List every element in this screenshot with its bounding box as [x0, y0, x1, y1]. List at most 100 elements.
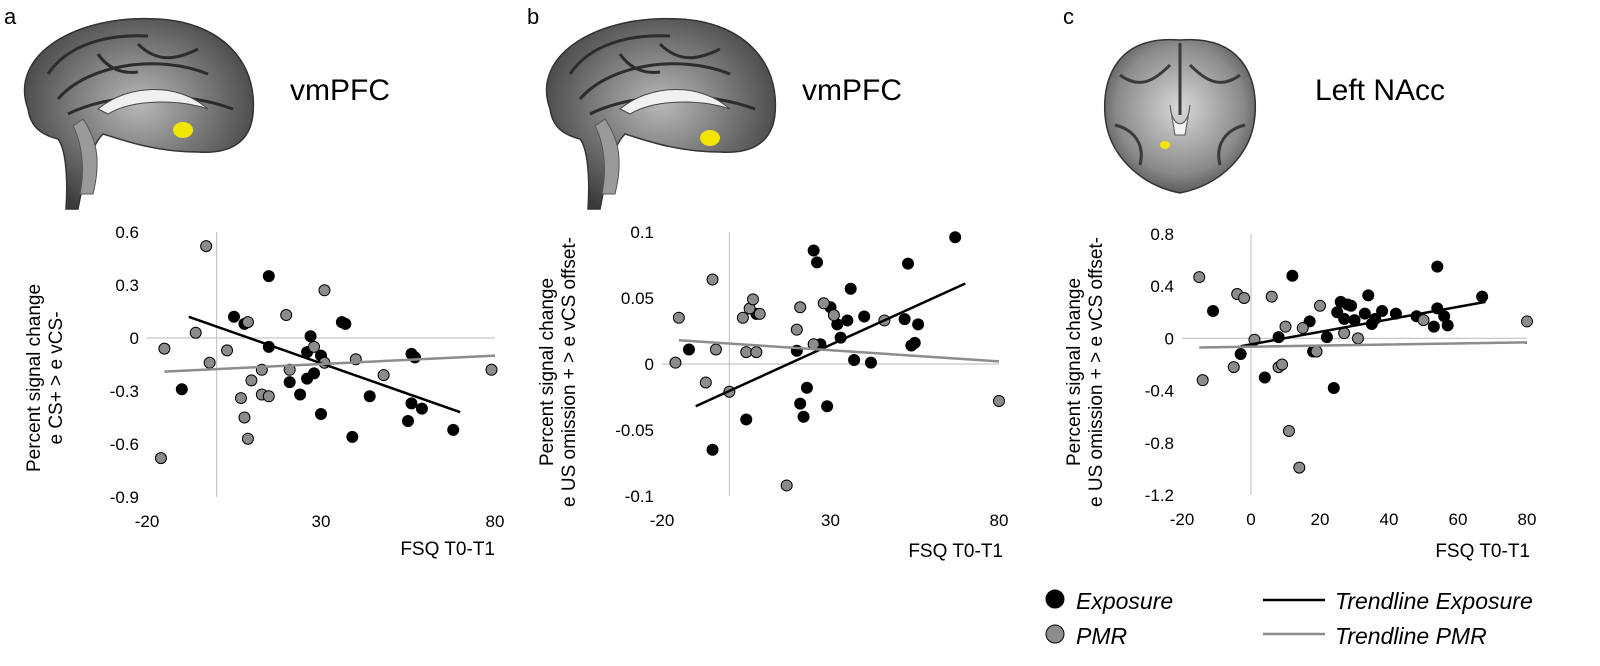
- y-axis-label-line: Percent signal change: [537, 278, 558, 466]
- scatter-plot: 0.1 0.05 0 -0.05 -0.1 -20 30 80: [615, 223, 1008, 530]
- exposure-point: [908, 336, 921, 349]
- pmr-point: [993, 394, 1005, 407]
- x-tick-label: 30: [312, 512, 331, 531]
- x-tick-label: 40: [1380, 510, 1399, 529]
- scatter-plot: 0.8 0.4 0 -0.4 -0.8 -1.2 -20 0 20 40 60 80: [1145, 225, 1537, 529]
- exposure-point: [1358, 307, 1371, 320]
- exposure-point: [841, 314, 854, 327]
- y-tick-label: -0.3: [110, 382, 139, 401]
- x-tick-label: 30: [821, 511, 840, 530]
- trendline-exposure: [695, 282, 966, 408]
- x-tick-label: -20: [1170, 510, 1195, 529]
- y-tick-label: 0.6: [115, 223, 139, 242]
- exposure-point: [405, 397, 418, 410]
- exposure-point: [228, 310, 240, 323]
- x-tick-label: -20: [135, 512, 160, 531]
- legend-trend-pmr-label: Trendline PMR: [1335, 623, 1487, 649]
- exposure-point: [447, 423, 460, 436]
- pmr-point: [1193, 271, 1206, 284]
- exposure-point: [1286, 269, 1299, 282]
- legend-exposure-marker: [1045, 589, 1065, 609]
- y-tick-label: 0.8: [1150, 225, 1174, 244]
- pmr-point: [262, 390, 275, 403]
- legend-pmr-label: PMR: [1076, 623, 1127, 649]
- trendline-pmr: [678, 338, 1000, 363]
- x-tick-label: -20: [650, 511, 675, 530]
- panel-letter: c: [1063, 4, 1074, 29]
- y-tick-label: -1.2: [1145, 486, 1174, 505]
- panel-letter: a: [4, 4, 17, 29]
- exposure-point: [1376, 304, 1389, 317]
- scatter-plot: 0.6 0.3 0 -0.3 -0.6 -0.9 -20 30 80: [110, 223, 505, 531]
- pmr-point: [308, 340, 321, 353]
- exposure-point: [1476, 290, 1489, 303]
- x-axis-label: FSQ T0-T1: [1435, 541, 1530, 562]
- exposure-point: [807, 244, 820, 257]
- pmr-point: [1238, 291, 1251, 304]
- exposure-point: [1441, 319, 1454, 332]
- exposure-point: [363, 390, 376, 403]
- legend-pmr-marker: [1045, 624, 1065, 644]
- y-tick-label: -0.9: [110, 488, 139, 507]
- pmr-point: [1282, 425, 1295, 438]
- exposure-point: [415, 402, 428, 415]
- exposure-point: [304, 330, 317, 343]
- pmr-point: [1310, 345, 1323, 358]
- exposure-point: [902, 257, 915, 270]
- x-tick-label: 0: [1246, 510, 1255, 529]
- pmr-point: [189, 326, 202, 339]
- y-tick-label: 0.4: [1150, 277, 1174, 296]
- pmr-point: [753, 307, 766, 320]
- x-tick-label: 80: [486, 512, 505, 531]
- exposure-point: [949, 231, 962, 244]
- exposure-point: [1431, 260, 1444, 273]
- trendline-exposure: [1240, 300, 1486, 348]
- pmr-point: [794, 301, 807, 314]
- panel-letter: b: [527, 4, 539, 29]
- pmr-point: [740, 346, 753, 359]
- pmr-point: [706, 273, 719, 286]
- exposure-point: [408, 351, 421, 364]
- exposure-point: [797, 410, 810, 423]
- exposure-point: [912, 318, 925, 331]
- y-axis-label: Percent signal change e CS+ > e vCS-: [24, 284, 67, 472]
- exposure-point: [402, 415, 414, 428]
- pmr-point: [241, 432, 254, 445]
- pmr-point: [241, 316, 254, 329]
- pmr-point: [318, 284, 331, 297]
- exposure-point: [821, 400, 834, 413]
- coronal-sulci: [1114, 43, 1246, 166]
- pmr-point: [234, 392, 247, 405]
- y-tick-label: -0.05: [615, 421, 654, 440]
- pmr-point: [1521, 315, 1533, 328]
- roi-highlight: [173, 122, 193, 138]
- ventricle-shape: [1169, 104, 1191, 136]
- y-axis-label-line: e CS+ > e vCS-: [46, 311, 67, 444]
- brain-image: [545, 17, 777, 211]
- y-axis-label: Percent signal change e US omission + > e…: [537, 237, 580, 507]
- pmr-point: [709, 343, 722, 356]
- x-tick-label: 60: [1449, 510, 1468, 529]
- y-tick-label: -0.8: [1145, 434, 1174, 453]
- region-title: Left NAcc: [1315, 74, 1445, 107]
- exposure-point: [1207, 304, 1220, 317]
- exposure-point: [339, 317, 352, 330]
- exposure-point: [294, 388, 307, 401]
- pmr-point: [827, 309, 840, 322]
- legend-trend-exposure-label: Trendline Exposure: [1335, 588, 1533, 614]
- pmr-point: [1196, 374, 1209, 387]
- coronal-brain-icon: [1103, 38, 1257, 194]
- exposure-point: [262, 270, 275, 283]
- y-tick-label: 0.05: [621, 289, 654, 308]
- y-tick-label: 0: [1165, 329, 1174, 348]
- exposure-point: [283, 376, 296, 389]
- exposure-point: [1427, 320, 1440, 333]
- y-axis-label-line: Percent signal change: [24, 284, 45, 472]
- region-title: vmPFC: [290, 74, 390, 107]
- y-tick-label: 0.3: [115, 276, 139, 295]
- exposure-point: [308, 367, 321, 380]
- exposure-point: [740, 413, 753, 426]
- trendline-pmr: [164, 354, 496, 373]
- exposure-point: [1258, 371, 1271, 384]
